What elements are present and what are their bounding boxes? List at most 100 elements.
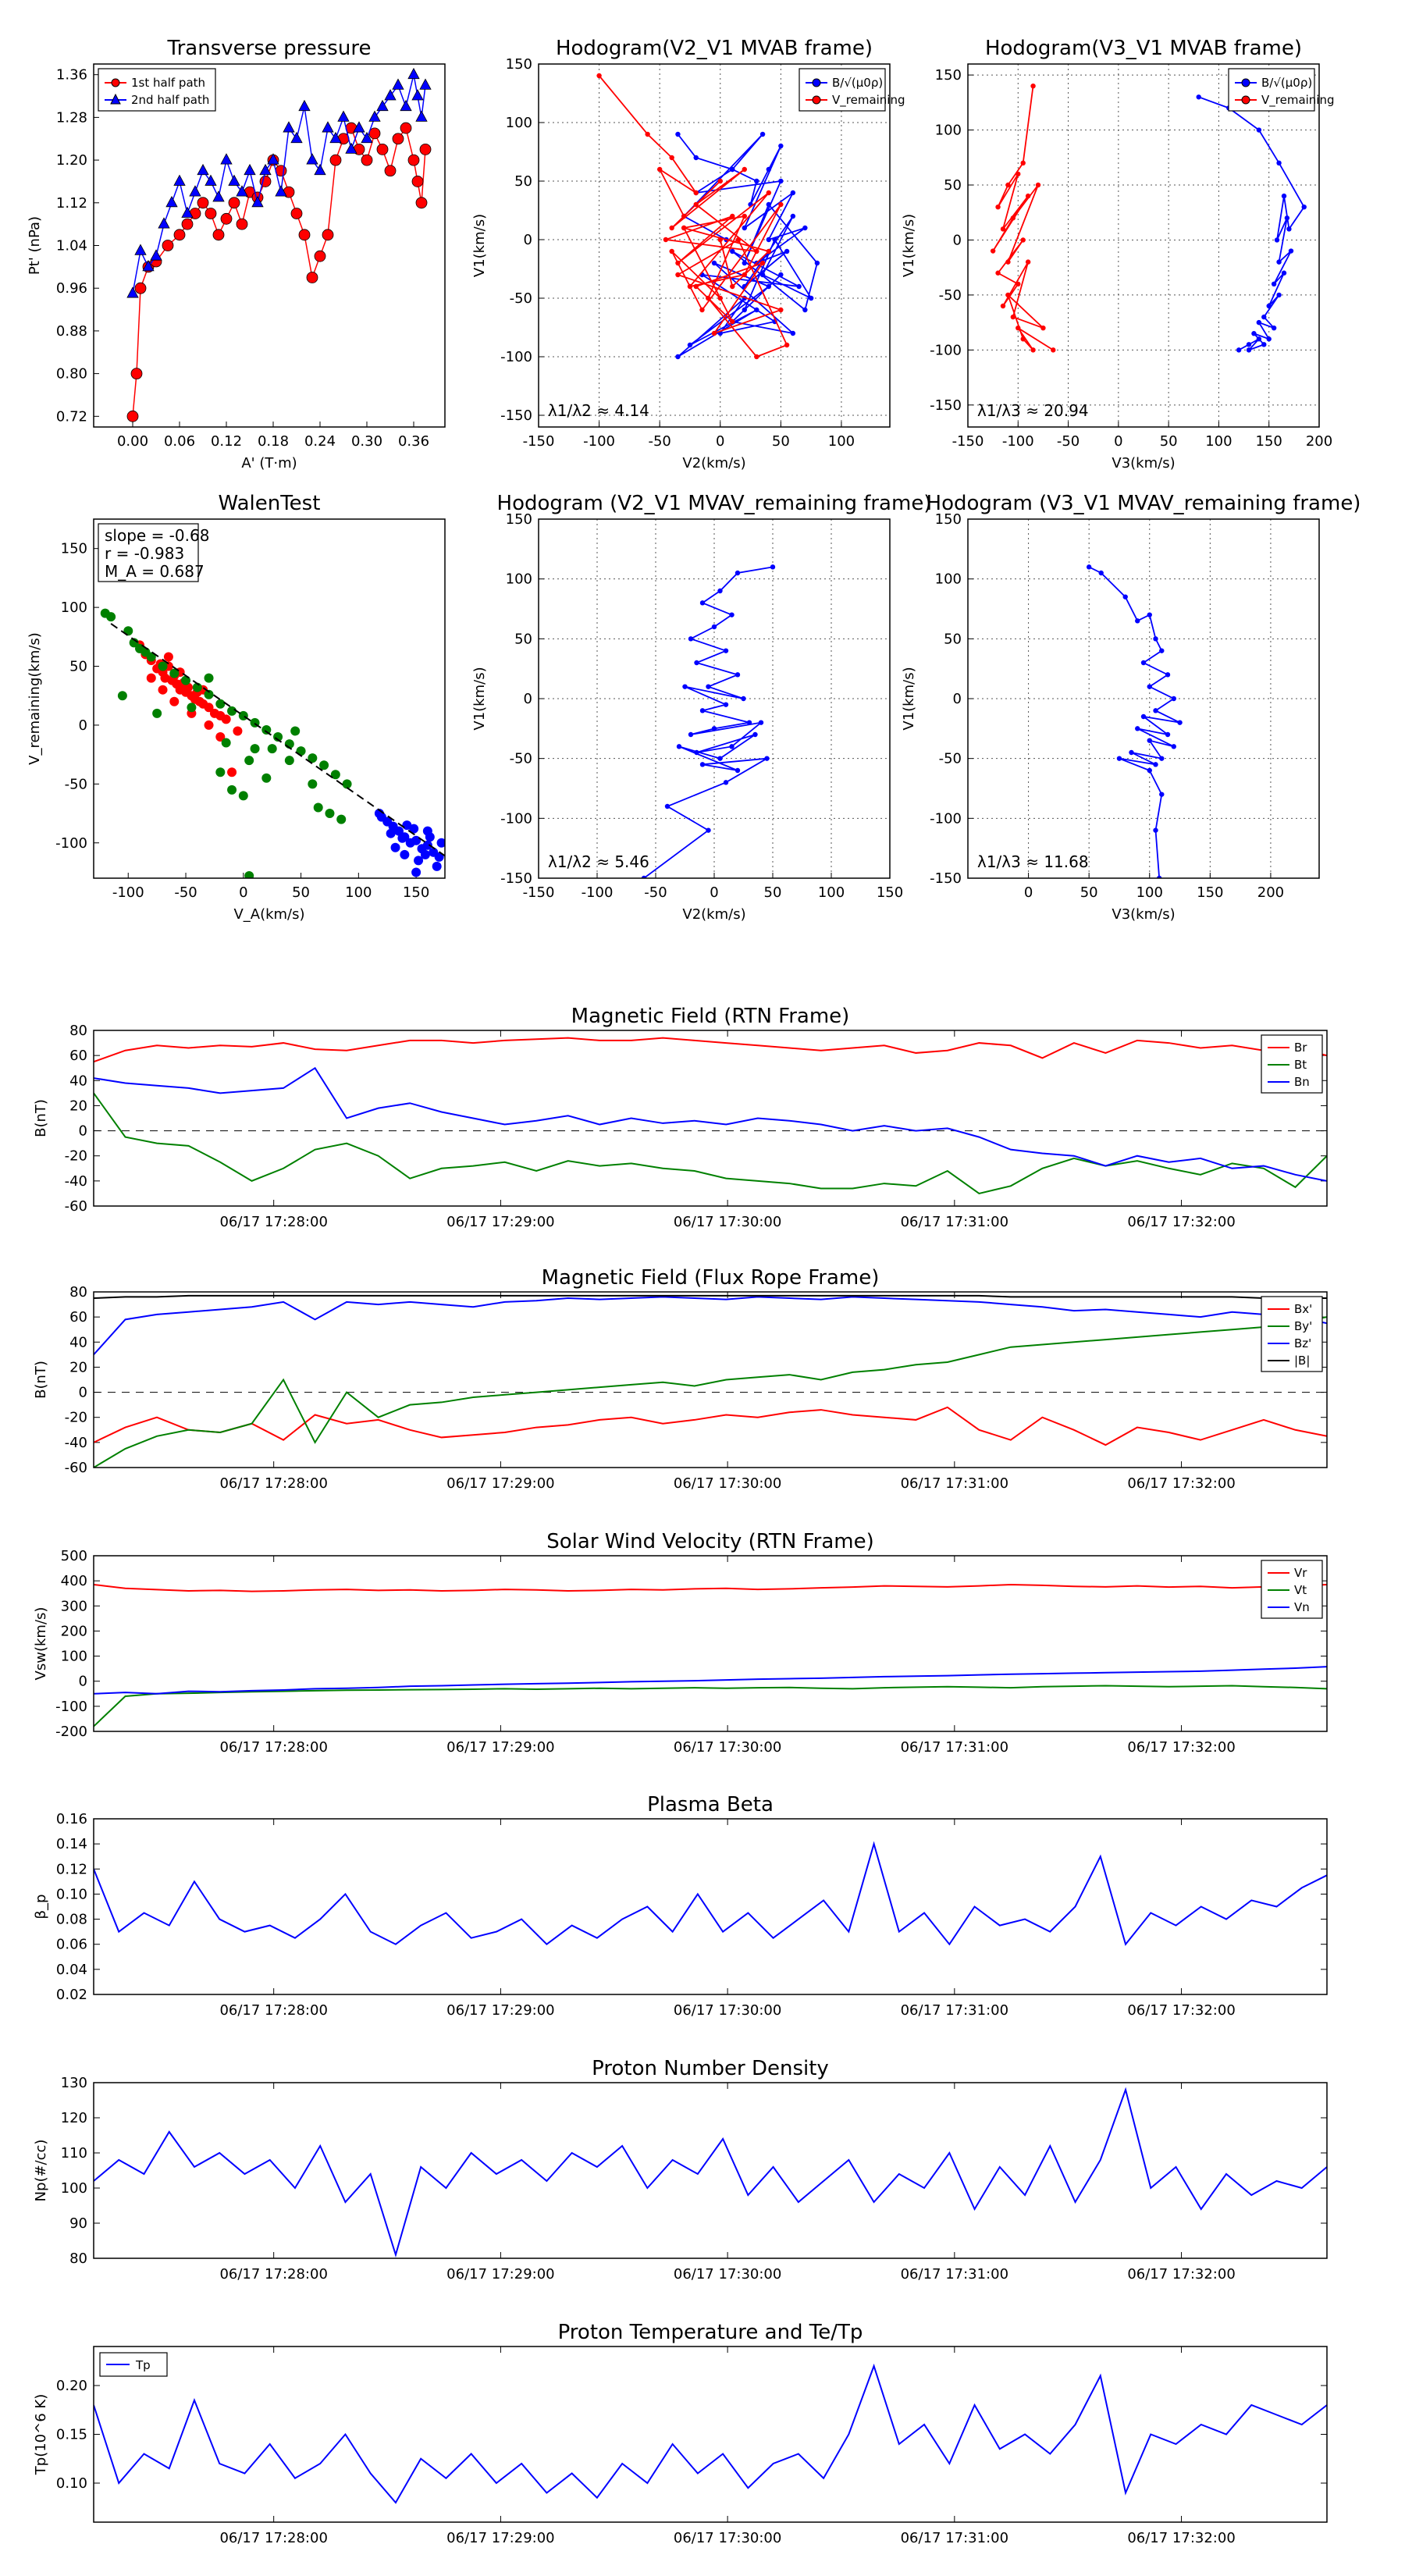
data-point xyxy=(759,260,766,266)
legend-label: Bx' xyxy=(1294,1302,1312,1316)
data-point xyxy=(711,726,717,731)
data-point xyxy=(730,318,735,325)
x-tick-label: 06/17 17:32:00 xyxy=(1127,1214,1235,1230)
data-point xyxy=(699,762,706,767)
legend-label: Tp xyxy=(135,2358,151,2372)
series-line-Bt xyxy=(94,1092,1327,1195)
data-point xyxy=(244,756,254,766)
x-tick-label: 06/17 17:28:00 xyxy=(219,2530,327,2546)
axes-frame xyxy=(967,63,1320,428)
data-point xyxy=(1010,314,1016,320)
y-axis-label: B(nT) xyxy=(33,1099,49,1137)
chart-title: Solar Wind Velocity (RTN Frame) xyxy=(546,1530,873,1553)
data-point xyxy=(400,122,412,134)
y-axis-label: Tp(10^6 K) xyxy=(33,2394,49,2475)
data-point xyxy=(215,699,226,709)
data-point xyxy=(802,225,808,231)
data-point xyxy=(687,283,693,290)
data-point xyxy=(990,248,996,254)
data-point xyxy=(723,648,729,653)
data-point xyxy=(1171,696,1176,702)
data-point xyxy=(1135,618,1140,624)
data-point xyxy=(189,185,201,197)
data-point xyxy=(275,185,287,197)
data-point xyxy=(1005,259,1011,265)
axes-frame xyxy=(93,2346,1328,2523)
y-axis-label: V1(km/s) xyxy=(471,214,488,277)
y-tick-label: 100 xyxy=(61,2180,87,2197)
data-point xyxy=(1301,204,1307,210)
data-point xyxy=(1276,259,1282,265)
h2-panel: -150 -100 -50 0 50 100 150 200 -150 -100 -50 0 50 100… xyxy=(901,37,1335,471)
y-tick-label: 130 xyxy=(61,2075,87,2091)
stats-box xyxy=(98,523,199,582)
data-point xyxy=(778,272,784,278)
data-point xyxy=(117,691,127,701)
y-tick-label: 0.96 xyxy=(56,280,87,297)
data-point xyxy=(227,706,237,716)
y-tick-label: 0.72 xyxy=(56,408,87,425)
data-point xyxy=(192,682,202,692)
y-tick-label: 100 xyxy=(935,123,962,139)
x-tick-label: -100 xyxy=(583,433,615,450)
data-point xyxy=(1098,570,1104,576)
x-tick-label: 0.30 xyxy=(351,433,382,450)
data-point xyxy=(1153,708,1158,713)
data-point xyxy=(376,99,389,112)
plot-area xyxy=(126,67,432,422)
data-point xyxy=(995,204,1001,210)
data-point xyxy=(130,368,143,380)
legend-marker xyxy=(1241,95,1250,105)
data-point xyxy=(778,178,784,184)
x-tick-label: 150 xyxy=(1197,884,1223,901)
x-tick-label: 0.36 xyxy=(398,433,429,450)
data-point xyxy=(173,229,186,241)
data-point xyxy=(694,749,699,756)
y-tick-label: 20 xyxy=(69,1098,87,1114)
eigenvalue-ratio: λ1/λ3 ≈ 11.68 xyxy=(977,852,1089,871)
data-point xyxy=(1165,672,1171,678)
data-point xyxy=(790,190,796,196)
data-point xyxy=(197,197,209,209)
y-tick-label: 0.06 xyxy=(56,1937,87,1953)
y-tick-label: 1.28 xyxy=(56,109,87,126)
plot-area xyxy=(990,83,1307,353)
y-tick-label: 80 xyxy=(69,1023,87,1039)
data-point xyxy=(345,142,357,154)
data-point xyxy=(325,809,335,819)
plot-area xyxy=(94,2087,1327,2258)
data-point xyxy=(400,849,410,859)
data-point xyxy=(251,195,264,208)
beta-panel: 06/17 17:28:00 06/17 17:29:00 06/17 17:30:… xyxy=(33,1793,1328,2019)
eigenvalue-ratio: λ1/λ2 ≈ 4.14 xyxy=(548,401,649,420)
data-point xyxy=(693,190,699,196)
y-tick-label: 0.10 xyxy=(56,2475,87,2492)
series-line-Bx' xyxy=(94,1406,1327,1446)
data-point xyxy=(306,153,318,165)
data-point xyxy=(675,131,681,137)
data-point xyxy=(183,682,193,692)
data-point xyxy=(434,852,444,862)
x-tick-label: -150 xyxy=(523,433,555,450)
data-point xyxy=(717,178,723,184)
x-tick-label: 50 xyxy=(1080,884,1098,901)
data-point xyxy=(314,250,326,262)
y-axis-label: V1(km/s) xyxy=(471,667,488,730)
x-axis-label: V2(km/s) xyxy=(682,455,745,471)
x-tick-label: 100 xyxy=(828,433,855,450)
y-tick-label: 0.88 xyxy=(56,323,87,340)
data-point xyxy=(1256,319,1262,326)
data-point xyxy=(238,791,248,801)
data-point xyxy=(158,217,170,229)
y-tick-label: -50 xyxy=(939,751,962,767)
data-point xyxy=(1261,314,1267,320)
data-point xyxy=(754,248,759,254)
data-point xyxy=(261,724,272,735)
x-tick-label: 06/17 17:29:00 xyxy=(446,2002,554,2019)
y-axis-label: Pt' (nPa) xyxy=(27,216,43,275)
data-point xyxy=(1020,237,1026,243)
y-axis-label: B(nT) xyxy=(33,1361,49,1399)
fit-line xyxy=(110,623,445,857)
plot-area xyxy=(94,1583,1327,1727)
data-point xyxy=(664,803,670,809)
